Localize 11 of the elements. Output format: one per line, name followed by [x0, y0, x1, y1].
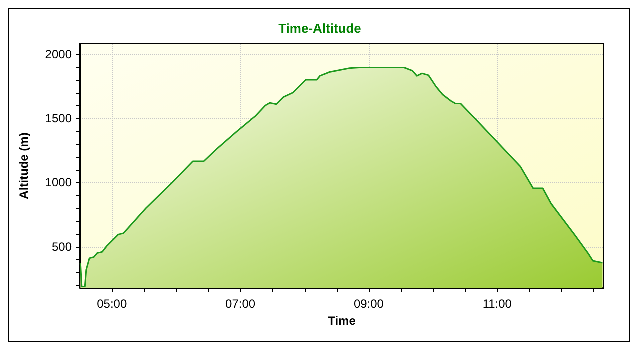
y-tick-label: 1000 — [45, 176, 72, 190]
x-tick-label: 07:00 — [226, 297, 256, 311]
x-tick-label: 09:00 — [354, 297, 384, 311]
y-tick-label: 500 — [52, 240, 72, 254]
x-tick-label: 11:00 — [482, 297, 512, 311]
x-axis-title: Time — [328, 314, 356, 328]
y-tick-label: 2000 — [45, 47, 72, 62]
y-axis-title: Altitude (m) — [17, 132, 31, 200]
x-tick-label: 05:00 — [97, 297, 128, 311]
y-tick-label: 1500 — [45, 111, 72, 126]
chart-title: Time-Altitude — [278, 21, 362, 36]
